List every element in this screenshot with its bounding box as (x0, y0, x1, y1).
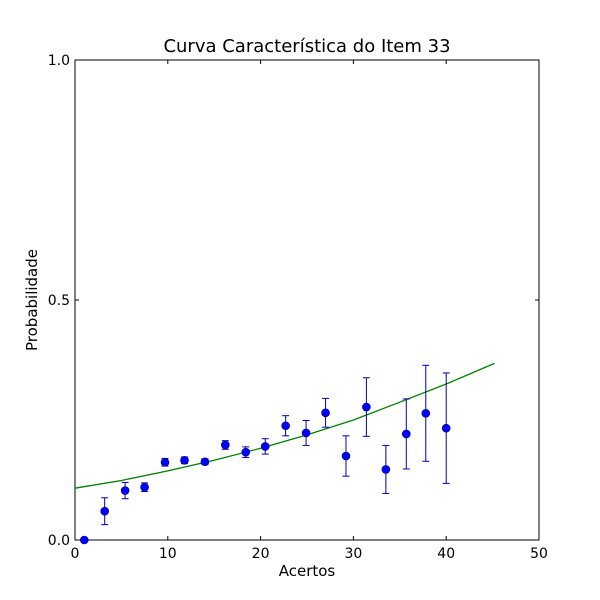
data-point (100, 506, 109, 516)
plot-area (74, 59, 540, 541)
y-axis-label: Probabilidade (23, 249, 41, 351)
data-point (301, 428, 311, 438)
y-tick-label: 0.5 (48, 293, 70, 309)
data-point (260, 442, 270, 451)
y-tick-label: 1.0 (48, 53, 70, 69)
x-axis-label: Acertos (279, 562, 336, 580)
data-point (281, 421, 290, 431)
data-point (421, 408, 431, 418)
x-tick-label: 20 (252, 546, 270, 562)
data-point (241, 447, 251, 457)
x-tick-label: 50 (530, 546, 548, 562)
chart-title: Curva Característica do Item 33 (163, 36, 450, 57)
y-tick-label: 0.0 (48, 533, 70, 549)
x-tick-label: 40 (437, 546, 455, 562)
data-points-layer (79, 364, 451, 545)
data-point (180, 456, 189, 465)
data-point (79, 535, 89, 545)
x-tick-label: 0 (71, 546, 80, 562)
fitted-curve-layer (74, 362, 495, 489)
data-point (200, 457, 210, 467)
data-point (401, 429, 411, 439)
data-point (321, 408, 330, 418)
fitted-curve (74, 362, 495, 489)
x-tick-label: 10 (159, 546, 177, 562)
data-point (381, 465, 391, 474)
data-point (120, 486, 130, 495)
data-point (140, 482, 149, 492)
x-tick-label: 30 (344, 546, 362, 562)
data-point (160, 457, 170, 467)
data-point (441, 423, 451, 433)
axis-ticks: 0 10 20 30 40 50 0.0 0.5 1.0 (48, 53, 548, 562)
data-point (221, 440, 230, 450)
data-point (341, 451, 351, 461)
data-point (362, 402, 371, 412)
